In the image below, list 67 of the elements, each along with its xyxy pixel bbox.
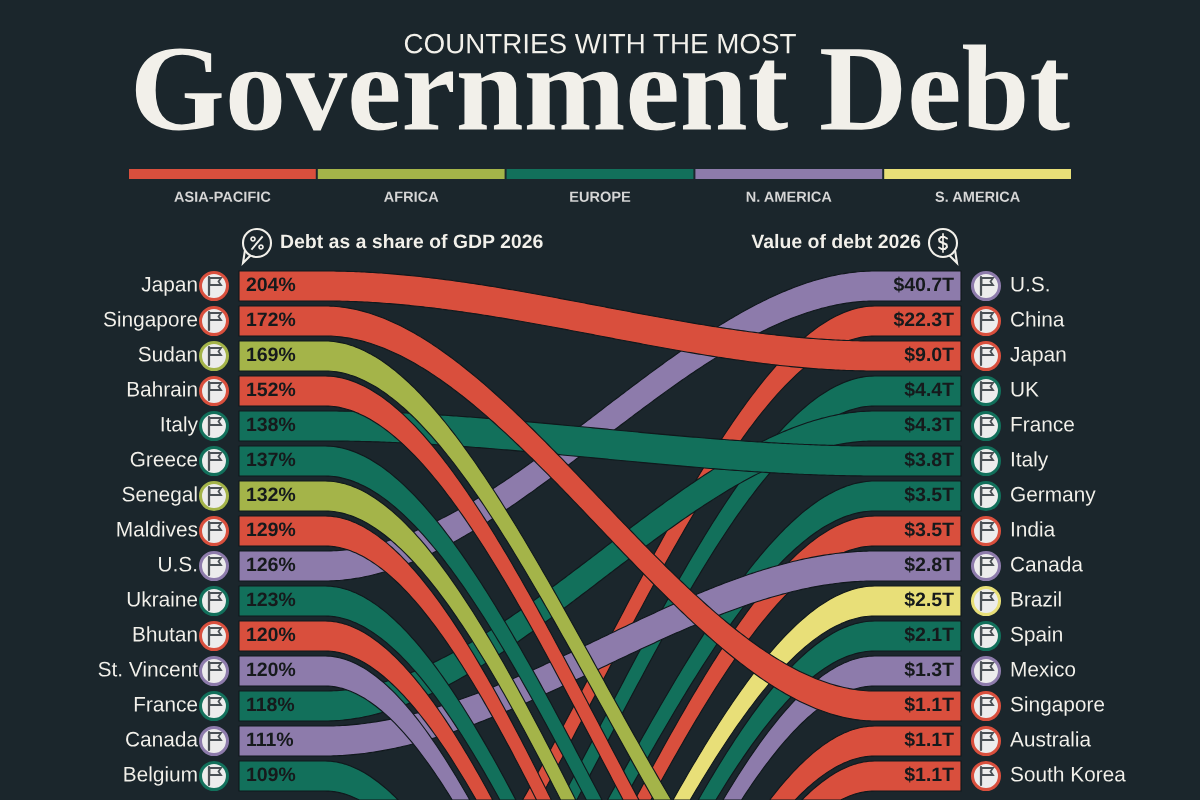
text: U.S. — [159, 556, 197, 572]
category-label: S. AMERICA — [935, 191, 1020, 202]
text: Greece — [130, 451, 198, 467]
data-label: 109% — [247, 767, 296, 782]
text: Japan — [141, 277, 197, 296]
text: France — [1011, 417, 1074, 432]
category-label: N. AMERICA — [746, 191, 832, 202]
text: France — [134, 697, 198, 712]
text: Japan — [1010, 347, 1066, 366]
data-label: 111% — [247, 732, 294, 747]
text: South Korea — [1010, 766, 1126, 782]
text: Senegal — [122, 486, 197, 506]
text: Singapore — [103, 311, 198, 331]
data-label: 126% — [247, 557, 296, 572]
text: Bhutan — [133, 626, 197, 642]
data-label: $9.0T — [904, 346, 954, 363]
text: Brazil — [1011, 591, 1061, 607]
data-label: $1.1T — [904, 696, 954, 713]
category-label: AFRICA — [384, 191, 439, 202]
data-label: 123% — [247, 592, 296, 607]
data-label: $2.8T — [904, 556, 954, 573]
text: UK — [1011, 382, 1039, 397]
text: Spain — [1010, 626, 1062, 646]
text: Germany — [1011, 486, 1096, 506]
series-label: St. Vincent — [98, 661, 198, 677]
series-label: Canada — [126, 731, 198, 747]
data-label: 132% — [247, 487, 296, 502]
text: India — [1011, 521, 1056, 537]
data-label: 172% — [247, 312, 296, 327]
data-label: $22.3T — [893, 311, 954, 328]
text: U.S. — [1011, 276, 1049, 292]
data-label: 129% — [247, 522, 296, 537]
series-label: Italy — [161, 416, 198, 436]
data-label: 138% — [247, 417, 296, 432]
category-label: Debt as a share of GDP 2026 — [281, 233, 543, 249]
text: Italy — [1011, 451, 1049, 471]
text: Bahrain — [127, 381, 197, 397]
data-label: 120% — [247, 627, 296, 642]
data-label: 169% — [247, 347, 296, 362]
data-label: 118% — [247, 697, 295, 712]
category-label: ASIA-PACIFIC — [174, 191, 271, 202]
text: Maldives — [117, 521, 198, 537]
text: Singapore — [1010, 696, 1105, 716]
data-label: $1.1T — [904, 766, 954, 783]
data-label: $3.5T — [904, 486, 954, 503]
data-label: 120% — [247, 662, 296, 677]
data-label: $3.8T — [904, 451, 954, 468]
text: Belgium — [124, 766, 197, 786]
data-label: $4.3T — [904, 416, 954, 433]
text: Australia — [1010, 731, 1092, 747]
data-label: $3.5T — [904, 521, 954, 538]
data-label: $1.1T — [904, 731, 954, 748]
data-label: $2.1T — [904, 626, 954, 643]
category-label: Value of debt 2026 — [751, 233, 921, 249]
data-label: $4.4T — [904, 381, 954, 398]
data-label: 204% — [246, 277, 296, 292]
data-label: 137% — [247, 452, 296, 467]
data-label: 152% — [247, 382, 296, 397]
text: Mexico — [1011, 661, 1076, 677]
data-label: $40.7T — [893, 276, 954, 293]
text: Ukraine — [127, 591, 198, 607]
text: Canada — [1011, 556, 1083, 572]
data-label: $1.3T — [904, 661, 954, 678]
data-label: $2.5T — [904, 591, 954, 608]
category-label: EUROPE — [570, 191, 631, 202]
text: Sudan — [138, 346, 197, 362]
text: China — [1011, 311, 1065, 327]
